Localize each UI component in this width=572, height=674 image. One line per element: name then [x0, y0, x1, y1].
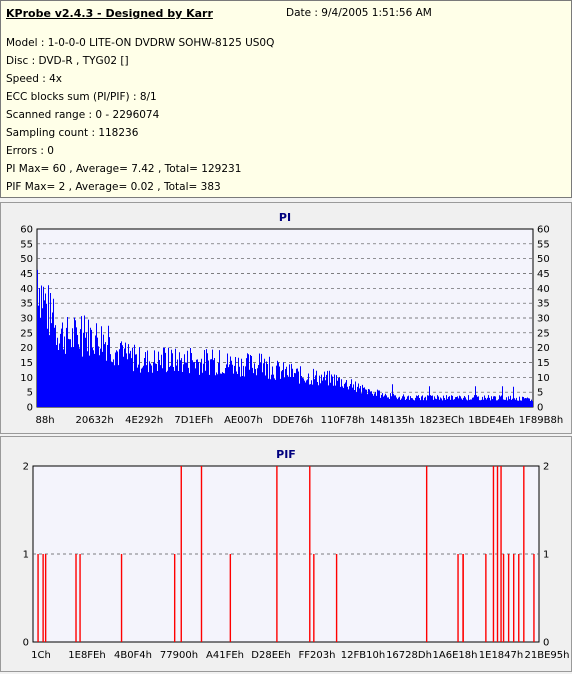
pif-chart: PIF 0 0 1 1 2 2 1Ch 1E8FEh 4B0F4h 77900h A41FEh D28E…	[23, 448, 570, 661]
x-tick-label: DDE76h	[273, 415, 314, 426]
y-tick-label-left: 35	[20, 299, 33, 310]
y-tick-label-left: 55	[20, 239, 33, 250]
y-tick-label-right: 0	[543, 638, 549, 649]
x-tick-label: 4E292h	[125, 415, 163, 426]
y-tick-label-right: 40	[537, 284, 550, 295]
chart-title: PI	[279, 211, 291, 224]
x-tick-label: 1BDE4Eh	[468, 415, 514, 426]
info-pi-stats: PI Max= 60 , Average= 7.42 , Total= 1292…	[6, 163, 242, 175]
y-tick-label-right: 10	[537, 373, 550, 384]
y-tick-label-left: 50	[20, 254, 33, 265]
y-tick-label-right: 55	[537, 239, 550, 250]
pi-bars	[37, 269, 533, 407]
x-tick-label: 1A6E18h	[433, 650, 478, 661]
pif-bars	[37, 466, 535, 642]
y-tick-label-left: 40	[20, 284, 33, 295]
y-tick-label-right: 1	[543, 550, 549, 561]
y-tick-label-left: 0	[27, 403, 33, 414]
x-tick-label: 12FB10h	[341, 650, 385, 661]
info-model: Model : 1-0-0-0 LITE-ON DVDRW SOHW-8125 …	[6, 37, 275, 49]
y-tick-label-left: 30	[20, 314, 33, 325]
y-tick-label-right: 50	[537, 254, 550, 265]
x-tick-label: 16728Dh	[386, 650, 432, 661]
y-tick-label-left: 5	[27, 388, 33, 399]
x-tick-label: 1823ECh	[419, 415, 464, 426]
info-panel: KProbe v2.4.3 - Designed by Karr Date : …	[0, 0, 572, 198]
x-tick-label: 21BE95h	[525, 650, 570, 661]
info-sampling: Sampling count : 118236	[6, 127, 139, 139]
x-tick-label: 110F78h	[321, 415, 365, 426]
x-tick-label: 148135h	[370, 415, 415, 426]
x-tick-label: 1E8FEh	[68, 650, 105, 661]
y-tick-label-right: 5	[537, 388, 543, 399]
y-tick-label-left: 2	[23, 462, 29, 473]
y-tick-label-left: 10	[20, 373, 33, 384]
pi-chart-panel: PI 0 0 5 5 10 10 15 15 20 20 25 25 30 30 35 35 40 40 45 45 50…	[0, 202, 572, 434]
chart-title: PIF	[276, 448, 296, 461]
info-pif-stats: PIF Max= 2 , Average= 0.02 , Total= 383	[6, 181, 221, 193]
app-title: KProbe v2.4.3 - Designed by Karr	[6, 7, 213, 20]
info-range: Scanned range : 0 - 2296074	[6, 109, 160, 121]
y-tick-label-left: 0	[23, 638, 29, 649]
pif-chart-panel: PIF 0 0 1 1 2 2 1Ch 1E8FEh 4B0F4h 77900h A41FEh D28E…	[0, 436, 572, 672]
x-tick-label: 1F89B8h	[519, 415, 563, 426]
y-tick-label-left: 1	[23, 550, 29, 561]
scan-date: Date : 9/4/2005 1:51:56 AM	[286, 7, 432, 19]
y-tick-label-right: 2	[543, 462, 549, 473]
x-tick-label: FF203h	[299, 650, 336, 661]
y-tick-label-left: 45	[20, 269, 33, 280]
y-tick-label-right: 25	[537, 328, 550, 339]
x-tick-label: 77900h	[160, 650, 198, 661]
x-tick-label: 1Ch	[31, 650, 51, 661]
x-tick-label: AE007h	[224, 415, 263, 426]
x-tick-label: 88h	[35, 415, 54, 426]
info-disc: Disc : DVD-R , TYG02 []	[6, 55, 129, 67]
x-tick-label: 20632h	[76, 415, 114, 426]
y-tick-label-left: 15	[20, 358, 33, 369]
y-tick-label-right: 20	[537, 343, 550, 354]
info-ecc-sum: ECC blocks sum (PI/PIF) : 8/1	[6, 91, 157, 103]
x-tick-label: 1E1847h	[479, 650, 523, 661]
info-speed: Speed : 4x	[6, 73, 63, 85]
info-errors: Errors : 0	[6, 145, 54, 157]
y-tick-label-right: 45	[537, 269, 550, 280]
x-tick-label: D28EEh	[251, 650, 290, 661]
x-tick-label: 7D1EFh	[174, 415, 213, 426]
y-tick-label-right: 35	[537, 299, 550, 310]
y-tick-label-right: 30	[537, 314, 550, 325]
y-tick-label-left: 25	[20, 328, 33, 339]
y-tick-label-left: 20	[20, 343, 33, 354]
y-tick-label-right: 60	[537, 225, 550, 236]
y-tick-label-right: 15	[537, 358, 550, 369]
y-tick-label-right: 0	[537, 403, 543, 414]
x-tick-label: A41FEh	[206, 650, 244, 661]
y-tick-label-left: 60	[20, 225, 33, 236]
x-tick-label: 4B0F4h	[114, 650, 152, 661]
